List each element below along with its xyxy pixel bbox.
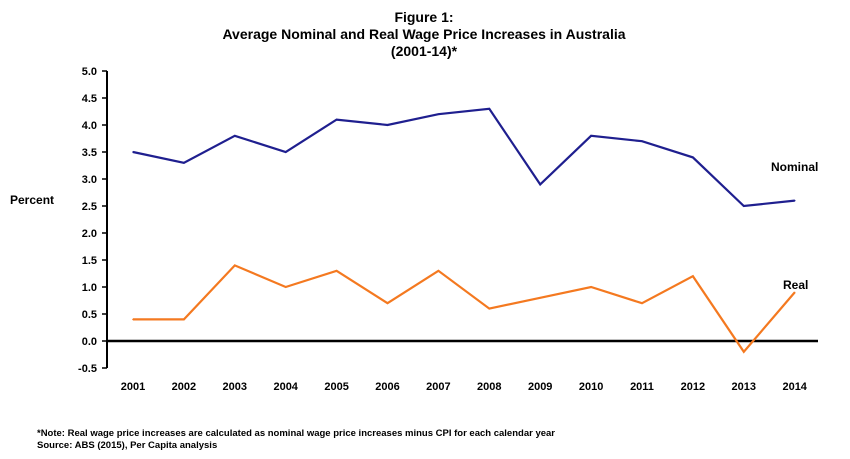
chart-title-line-1: Figure 1:: [394, 9, 453, 25]
axes: [106, 71, 818, 368]
data-point-nominal: [132, 151, 134, 153]
source-text: Source: ABS (2015), Per Capita analysis: [37, 440, 217, 451]
series-lines: [132, 107, 796, 354]
x-tick-label: 2012: [681, 381, 705, 393]
x-tick-label: 2011: [630, 381, 654, 393]
data-point-nominal: [641, 140, 643, 142]
data-point-real: [488, 307, 491, 310]
y-tick-label: 3.0: [82, 174, 97, 186]
series-line-nominal: [132, 107, 795, 208]
x-tick-label: 2004: [273, 381, 298, 393]
y-tick-label: 2.5: [82, 201, 97, 213]
x-tick-label: 2001: [121, 381, 145, 393]
note-text: *Note: Real wage price increases are cal…: [37, 428, 555, 439]
x-tick-label: 2013: [732, 381, 756, 393]
data-point-nominal: [488, 108, 491, 110]
data-point-nominal: [590, 135, 592, 137]
data-point-real: [132, 318, 134, 321]
x-tick-label: 2008: [477, 381, 501, 393]
y-tick-label: 4.0: [82, 120, 97, 132]
data-point-real: [386, 302, 389, 305]
x-tick-label: 2010: [579, 381, 603, 393]
y-tick-label: 4.5: [82, 93, 97, 105]
y-tick-label: 1.0: [82, 282, 97, 294]
y-tick-label: 2.0: [82, 228, 97, 240]
data-point-nominal: [386, 124, 389, 126]
x-tick-label: 2007: [426, 381, 450, 393]
data-point-real: [183, 318, 185, 321]
data-point-real: [437, 270, 440, 272]
y-tick-label: 3.5: [82, 147, 97, 159]
chart-title: Figure 1: Average Nominal and Real Wage …: [222, 9, 625, 59]
x-tick-label: 2009: [528, 381, 552, 393]
y-axis-ticks: 5.0 4.5 4.0 3.5 3.0 2.5 2.0 1.5 1.0 0.5 0.0 -0.5: [78, 66, 107, 375]
y-tick-label: 0.5: [82, 309, 97, 321]
y-tick-label: 0.0: [82, 336, 97, 348]
x-tick-label: 2005: [324, 381, 348, 393]
data-point-nominal: [793, 199, 796, 202]
data-point-nominal: [743, 205, 745, 207]
x-axis-ticks: 2001 2002 2003 2004 2005 2006 2007 2008 2009 2010…: [121, 381, 808, 393]
data-point-nominal: [183, 162, 185, 164]
x-tick-label: 2002: [172, 381, 196, 393]
y-tick-label: -0.5: [78, 363, 97, 375]
data-point-real: [743, 351, 745, 353]
x-tick-label: 2003: [223, 381, 247, 393]
data-point-real: [234, 264, 236, 267]
data-point-nominal: [539, 183, 541, 186]
data-point-real: [335, 270, 338, 272]
data-point-real: [641, 302, 643, 305]
series-label-real: Real: [783, 278, 808, 292]
data-point-nominal: [234, 135, 236, 137]
data-point-nominal: [692, 156, 694, 159]
chart-title-line-2: Average Nominal and Real Wage Price Incr…: [222, 26, 625, 42]
y-tick-label: 1.5: [82, 255, 97, 267]
x-tick-label: 2014: [782, 381, 807, 393]
data-point-nominal: [437, 113, 440, 115]
data-point-real: [692, 275, 694, 278]
y-tick-label: 5.0: [82, 66, 97, 78]
series-line-real: [133, 264, 796, 354]
data-point-nominal: [335, 118, 338, 121]
chart-notes: *Note: Real wage price increases are cal…: [37, 428, 555, 451]
data-point-real: [284, 286, 287, 288]
x-tick-label: 2006: [375, 381, 399, 393]
chart-title-line-3: (2001-14)*: [391, 43, 458, 59]
data-point-real: [539, 297, 541, 299]
data-point-real: [793, 291, 796, 294]
y-axis-label: Percent: [10, 193, 54, 207]
series-label-nominal: Nominal: [771, 160, 818, 174]
data-point-nominal: [284, 151, 287, 153]
data-point-real: [590, 286, 592, 288]
